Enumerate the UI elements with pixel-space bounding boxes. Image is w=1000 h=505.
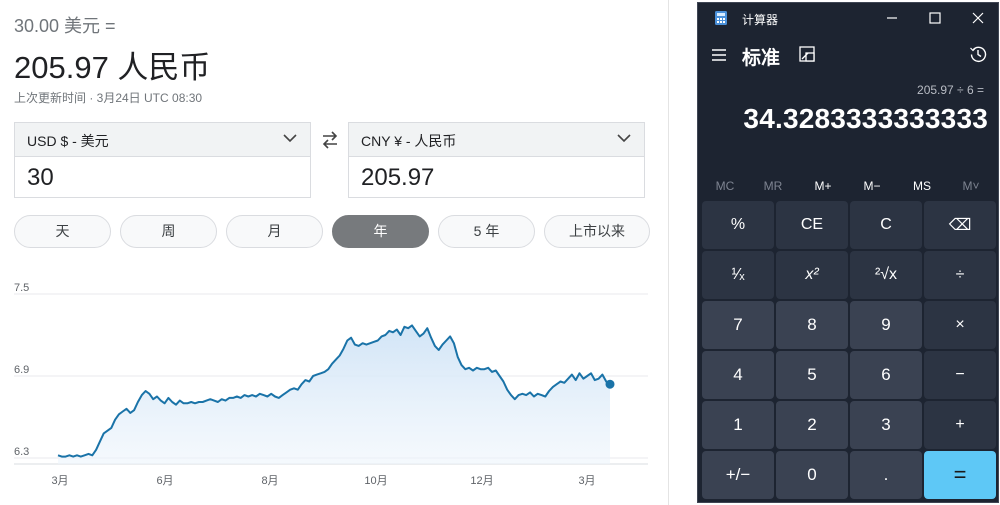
calculator-app-icon <box>715 11 727 25</box>
conversion-result: 205.97 人民币 <box>14 50 211 85</box>
percent-button[interactable]: % <box>702 201 774 249</box>
memory-add-button[interactable]: M+ <box>814 179 832 193</box>
maximize-icon[interactable] <box>921 6 949 30</box>
exchange-rate-chart: 7.5 6.9 6.3 3月 6月 8月 10月 12月 3月 <box>14 282 648 487</box>
digit-5-button[interactable]: 5 <box>776 351 848 399</box>
memory-store-button[interactable]: MS <box>913 179 931 193</box>
range-button-year[interactable]: 年 <box>332 215 429 248</box>
x-tick-label: 8月 <box>261 475 278 487</box>
range-button-5year[interactable]: 5 年 <box>438 215 535 248</box>
currency-converter: 30.00 美元 = 205.97 人民币 上次更新时间 · 3月24日 UTC… <box>14 0 669 505</box>
chart-current-point[interactable] <box>605 379 615 389</box>
from-amount-input[interactable]: 30 <box>27 164 54 191</box>
from-currency-label: USD $ - 美元 <box>27 133 109 149</box>
minimize-icon[interactable] <box>878 6 906 30</box>
x-tick-label: 3月 <box>578 475 595 487</box>
reciprocal-button[interactable]: ¹⁄ₓ <box>702 251 774 299</box>
to-amount-input[interactable]: 205.97 <box>361 164 435 191</box>
calculator-mode-title: 标准 <box>742 48 781 69</box>
chart-area-fill <box>58 325 610 464</box>
to-currency-label: CNY ¥ - 人民币 <box>361 133 457 149</box>
plus-button[interactable]: + <box>924 401 996 449</box>
y-tick-label: 6.9 <box>14 364 29 376</box>
multiply-button[interactable]: × <box>924 301 996 349</box>
clear-entry-button[interactable]: CE <box>776 201 848 249</box>
decimal-button[interactable]: . <box>850 451 922 499</box>
range-button-month[interactable]: 月 <box>226 215 323 248</box>
digit-1-button[interactable]: 1 <box>702 401 774 449</box>
x-tick-label: 10月 <box>364 475 387 487</box>
range-button-max[interactable]: 上市以来 <box>544 215 650 248</box>
digit-2-button[interactable]: 2 <box>776 401 848 449</box>
keep-on-top-icon[interactable] <box>798 45 816 63</box>
x-tick-label: 12月 <box>470 475 493 487</box>
y-tick-label: 6.3 <box>14 446 29 458</box>
chart-series-line <box>57 324 611 458</box>
equals-button[interactable]: = <box>924 451 996 499</box>
calculator-display: 34.3283333333333 <box>743 103 988 134</box>
negate-button[interactable]: +/− <box>702 451 774 499</box>
last-updated: 上次更新时间 · 3月24日 UTC 08:30 <box>14 91 203 105</box>
calculation-expression: 205.97 ÷ 6 = <box>917 83 984 97</box>
clear-button[interactable]: C <box>850 201 922 249</box>
to-currency-box: CNY ¥ - 人民币 205.97 <box>348 122 645 198</box>
to-currency-select[interactable]: CNY ¥ - 人民币 <box>349 123 644 157</box>
backspace-button[interactable]: ⌫ <box>924 201 996 249</box>
close-icon[interactable] <box>964 6 992 30</box>
digit-6-button[interactable]: 6 <box>850 351 922 399</box>
x-tick-label: 3月 <box>51 475 68 487</box>
memory-clear-button[interactable]: MC <box>715 179 735 193</box>
range-button-week[interactable]: 周 <box>120 215 217 248</box>
minus-button[interactable]: − <box>924 351 996 399</box>
divide-button[interactable]: ÷ <box>924 251 996 299</box>
memory-list-button[interactable]: M˅ <box>962 179 980 193</box>
chevron-down-icon <box>283 134 297 143</box>
digit-7-button[interactable]: 7 <box>702 301 774 349</box>
conversion-subtitle: 30.00 美元 = <box>14 16 116 36</box>
memory-subtract-button[interactable]: M− <box>863 179 881 193</box>
digit-0-button[interactable]: 0 <box>776 451 848 499</box>
digit-8-button[interactable]: 8 <box>776 301 848 349</box>
history-icon[interactable] <box>969 45 987 63</box>
from-currency-box: USD $ - 美元 30 <box>14 122 311 198</box>
digit-4-button[interactable]: 4 <box>702 351 774 399</box>
memory-recall-button[interactable]: MR <box>763 179 783 193</box>
chevron-down-icon <box>617 134 631 143</box>
calculator-window: 计算器 标准 205.97 ÷ 6 = 34.3283333333333 MC … <box>697 2 999 503</box>
range-button-day[interactable]: 天 <box>14 215 111 248</box>
hamburger-menu-icon[interactable] <box>710 47 728 63</box>
y-tick-label: 7.5 <box>14 282 29 294</box>
app-title: 计算器 <box>742 13 779 27</box>
swap-icon[interactable] <box>320 130 340 150</box>
digit-9-button[interactable]: 9 <box>850 301 922 349</box>
x-tick-label: 6月 <box>156 475 173 487</box>
from-currency-select[interactable]: USD $ - 美元 <box>15 123 310 157</box>
square-button[interactable]: x² <box>776 251 848 299</box>
digit-3-button[interactable]: 3 <box>850 401 922 449</box>
square-root-button[interactable]: ²√x <box>850 251 922 299</box>
